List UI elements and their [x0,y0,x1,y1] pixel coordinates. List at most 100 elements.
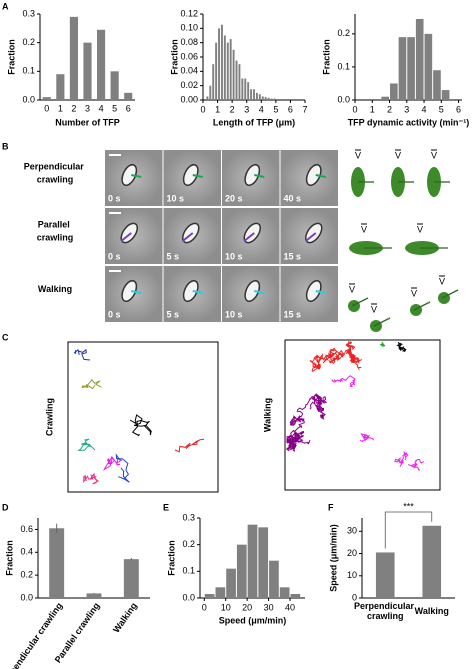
bar [220,24,223,100]
trajectory [174,438,205,453]
bar [42,97,51,100]
velocity-arrow [413,301,431,311]
bar [215,42,218,100]
bar [279,587,290,598]
bar [247,524,258,598]
bar [236,544,247,598]
x-tick-label: 6 [126,103,131,113]
y-tick-label: 0.12 [180,8,198,18]
time-label: 10 s [225,309,243,319]
x-tick-label: 1 [215,104,220,114]
x-tick-label: 5 [112,103,117,113]
x-axis-label: Number of TFP [55,117,120,127]
motion-arrow [120,232,132,242]
trajectory [359,433,374,443]
velocity-symbol: V [355,150,361,160]
y-tick-label: 0.3 [22,8,35,18]
x-tick-label: 6 [456,104,461,114]
x-axis-label: Speed (μm/min) [219,615,287,625]
bar [398,37,407,100]
velocity-arrow [373,317,391,327]
y-tick-label: 0.0 [22,94,35,104]
cell [182,163,199,187]
time-label: 20 s [225,193,243,203]
y-tick-label: 0.1 [182,566,195,576]
y-tick-label: 0.0 [182,592,195,602]
cell-schematic [438,292,450,304]
time-label: 40 s [284,193,302,203]
bar [83,42,92,100]
velocity-symbol: V [361,224,367,234]
row-label: Walking [38,284,72,294]
x-tick-label: 1 [370,104,375,114]
row-label: Parallel crawling [37,220,74,243]
y-tick-label: 10 [347,570,357,580]
panel-label: C [2,332,9,342]
motion-arrow [192,290,203,294]
velocity-symbol: V [439,276,445,286]
cell [305,279,322,303]
bar [49,528,65,598]
bar [390,83,398,100]
motion-arrow [131,174,142,178]
bar [407,37,415,100]
x-tick-label: 5 [273,104,278,114]
bar [255,92,258,100]
y-tick-label: 0.2 [22,37,35,47]
trajectory [73,348,91,361]
x-tick-label: 5 [439,104,444,114]
significance-bracket [384,511,433,549]
x-tick-label: 4 [99,103,104,113]
bar [226,568,236,598]
velocity-symbol: V [371,304,377,314]
x-tick-label: 4 [422,104,427,114]
bar [424,33,433,100]
y-tick-label: 0.2 [337,28,350,38]
time-label: 0 s [108,193,121,203]
velocity-symbol: V [431,150,437,160]
panel-label: E [163,502,169,512]
bar [247,82,250,100]
x-tick-label: 0 [202,602,207,612]
x-tick-label: 20 [242,602,252,612]
y-tick-label: 0.0 [337,94,350,104]
row-label: Perpendicular crawling [24,162,87,185]
bar [209,85,212,100]
y-tick-label: 0.00 [180,94,198,104]
bar [290,594,301,598]
bar [226,42,229,100]
bar [223,35,226,100]
x-tick-label: 0 [200,104,205,114]
bar [269,560,279,598]
cell [305,163,322,187]
bar [206,96,209,100]
cell-schematic [370,320,382,332]
bar [258,94,261,100]
x-tick-label: 2 [387,104,392,114]
trajectory [115,453,130,483]
x-tick-label: Walking [415,606,449,616]
motion-arrow [192,174,203,178]
bar [267,97,270,100]
motion-arrow [315,290,326,294]
y-tick-label: 20 [347,548,357,558]
bar [381,96,390,100]
motion-arrow [243,232,255,242]
x-tick-label: 30 [264,602,274,612]
x-tick-label: 4 [259,104,264,114]
trajectory [309,340,363,372]
trajectory-label: Crawling [44,398,54,436]
bar [204,594,215,598]
bar [261,96,264,100]
panel-label: F [328,502,334,512]
trajectory [379,341,386,347]
x-tick-label: 3 [404,104,409,114]
motion-arrow [131,290,142,294]
x-tick-label: 1 [58,103,63,113]
y-tick-label: 0.06 [180,51,198,61]
bar [229,39,232,100]
y-tick-label: 0.10 [180,23,198,33]
bar [250,89,253,100]
y-tick-label: 0.6 [20,524,33,534]
